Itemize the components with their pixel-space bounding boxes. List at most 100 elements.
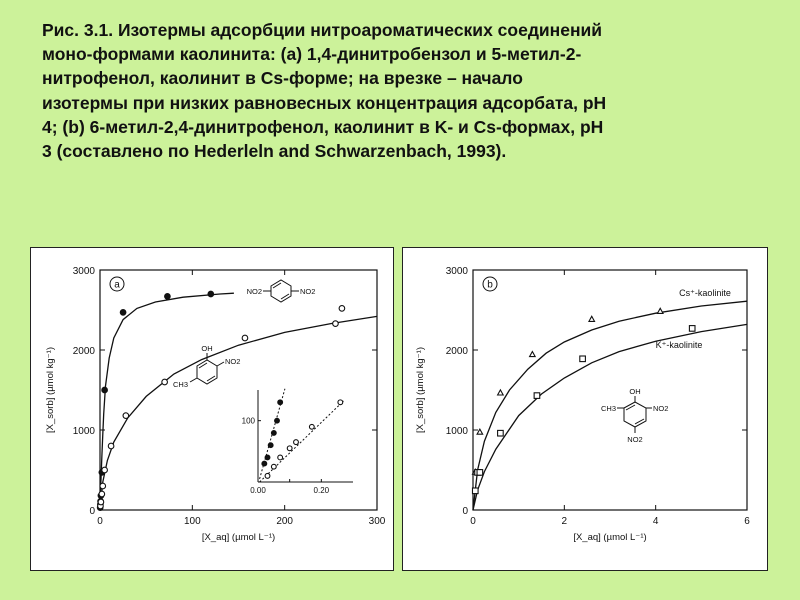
- data-point: [101, 386, 108, 394]
- data-point: [98, 490, 106, 498]
- data-point: [496, 388, 505, 396]
- panel-label-circle: [482, 276, 498, 292]
- chart-panel-b: 0 1000 2000 3000 0 2 4 6 [X_aq] (µmol L⁻¹) [X_sor…: [402, 247, 768, 571]
- structure-label: NO2: [653, 404, 668, 413]
- data-point: [101, 466, 108, 474]
- caption-line: Рис. 3.1. Изотермы адсорбции нитроаромат…: [42, 20, 603, 40]
- fit-line-b-0: [472, 300, 748, 511]
- x-tick-label: 100: [184, 516, 201, 527]
- caption-line: моно-формами каолинита: (а) 1,4-динитроб…: [42, 44, 582, 65]
- plot-frame: [99, 269, 378, 511]
- x-tick-label: 0: [470, 516, 476, 527]
- panel-label: b: [487, 280, 493, 291]
- data-point: [656, 307, 664, 314]
- y-tick-label: 3000: [446, 266, 469, 277]
- chart-panel-a: 0 1000 2000 3000 0 100 200 300 [X_aq] (µmol L⁻¹)…: [30, 247, 394, 571]
- series-label-k: K⁺-kaolinite: [656, 340, 703, 350]
- substituent-bond: [216, 361, 225, 367]
- benzene-ring: [270, 279, 292, 303]
- fit-line-b-1: [472, 323, 748, 511]
- data-point: [119, 309, 127, 316]
- structure-label: OH: [201, 344, 212, 353]
- x-tick-label: 2: [562, 516, 568, 527]
- inset-x-tick-label: 0.20: [314, 486, 330, 495]
- inset-x-tick-label: 0.00: [250, 486, 266, 495]
- x-axis-label: [X_aq] (µmol L⁻¹): [573, 532, 646, 543]
- structure-label: NO2: [225, 357, 240, 366]
- caption-line: 3 (составлено по Hederleln and Schwarzen…: [42, 141, 507, 162]
- data-point: [207, 290, 215, 298]
- panel-label-circle: [109, 276, 125, 292]
- x-tick-label: 6: [744, 516, 750, 527]
- data-point: [497, 429, 504, 437]
- series-label-cs: Cs⁺-kaolinite: [679, 288, 731, 298]
- structure-label: OH: [629, 387, 640, 396]
- data-point: [588, 315, 596, 322]
- x-axis-label: [X_aq] (µmol L⁻¹): [202, 532, 275, 543]
- y-tick-label: 2000: [446, 346, 469, 357]
- chart-a-svg: 0 1000 2000 3000 0 100 200 300 [X_aq] (µmol L⁻¹)…: [45, 266, 386, 543]
- y-axis-label: [X_sorb] (µmol kg⁻¹): [415, 347, 426, 433]
- data-point: [476, 427, 484, 435]
- data-point: [99, 482, 107, 490]
- dnp-bond: [634, 418, 645, 425]
- data-point: [277, 454, 284, 461]
- data-point: [293, 439, 299, 446]
- structure-label: NO2: [627, 435, 642, 444]
- inset-y-tick-label: 100: [242, 417, 256, 426]
- data-point: [270, 463, 277, 470]
- y-axis-label: [X_sorb] (µmol kg⁻¹): [45, 347, 56, 433]
- data-point: [161, 378, 168, 386]
- figure-caption: Рис. 3.1. Изотермы адсорбции нитроаромат…: [42, 18, 762, 163]
- caption-line: 4; (b) 6-метил-2,4-динитрофенол, каолини…: [42, 116, 604, 137]
- phenol-ring: [196, 359, 218, 385]
- data-point: [241, 334, 249, 342]
- data-point: [122, 412, 130, 419]
- fit-line-a-0: [99, 292, 234, 511]
- data-point: [528, 350, 537, 358]
- data-point: [579, 355, 586, 363]
- structure-label: CH3: [601, 404, 616, 413]
- data-point: [332, 320, 339, 327]
- structure-label: CH3: [173, 380, 188, 389]
- phenol-bond: [206, 375, 216, 382]
- benzene-bond: [272, 282, 282, 289]
- data-point: [107, 442, 115, 450]
- x-tick-label: 0: [97, 516, 103, 527]
- data-point: [471, 487, 479, 495]
- structure-label: NO2: [247, 287, 262, 296]
- plot-frame: [472, 269, 748, 511]
- x-tick-label: 200: [276, 516, 293, 527]
- y-tick-label: 1000: [446, 426, 469, 437]
- caption-line: нитрофенол, каолинит в Cs-форме; на врез…: [42, 68, 523, 89]
- structure-label: NO2: [300, 287, 315, 296]
- data-point: [286, 445, 293, 452]
- data-point: [308, 423, 315, 430]
- benzene-bond: [280, 293, 290, 300]
- fit-line-a-1: [99, 315, 378, 511]
- data-point: [264, 472, 271, 479]
- x-tick-label: 4: [653, 516, 659, 527]
- data-point: [274, 417, 280, 424]
- data-point: [267, 442, 274, 449]
- panel-label: a: [114, 280, 120, 291]
- y-tick-label: 0: [462, 506, 468, 517]
- data-point: [164, 293, 171, 300]
- y-tick-label: 1000: [73, 426, 96, 437]
- data-point: [476, 469, 484, 476]
- phenol-bond: [198, 362, 208, 369]
- data-point: [337, 399, 344, 406]
- data-point: [533, 392, 541, 399]
- y-tick-label: 3000: [73, 266, 96, 277]
- dnp-bond: [625, 404, 636, 411]
- data-point: [688, 325, 696, 332]
- y-tick-label: 0: [89, 506, 95, 517]
- substituent-bond: [189, 377, 198, 383]
- data-point: [338, 305, 346, 312]
- chart-b-svg: 0 1000 2000 3000 0 2 4 6 [X_aq] (µmol L⁻¹) [X_sor…: [415, 266, 750, 543]
- y-tick-label: 2000: [73, 346, 96, 357]
- data-point: [261, 460, 268, 467]
- inset-fit-open: [259, 400, 344, 483]
- dnp-ring: [623, 401, 647, 428]
- caption-line: изотермы при низких равновесных концентр…: [42, 92, 607, 113]
